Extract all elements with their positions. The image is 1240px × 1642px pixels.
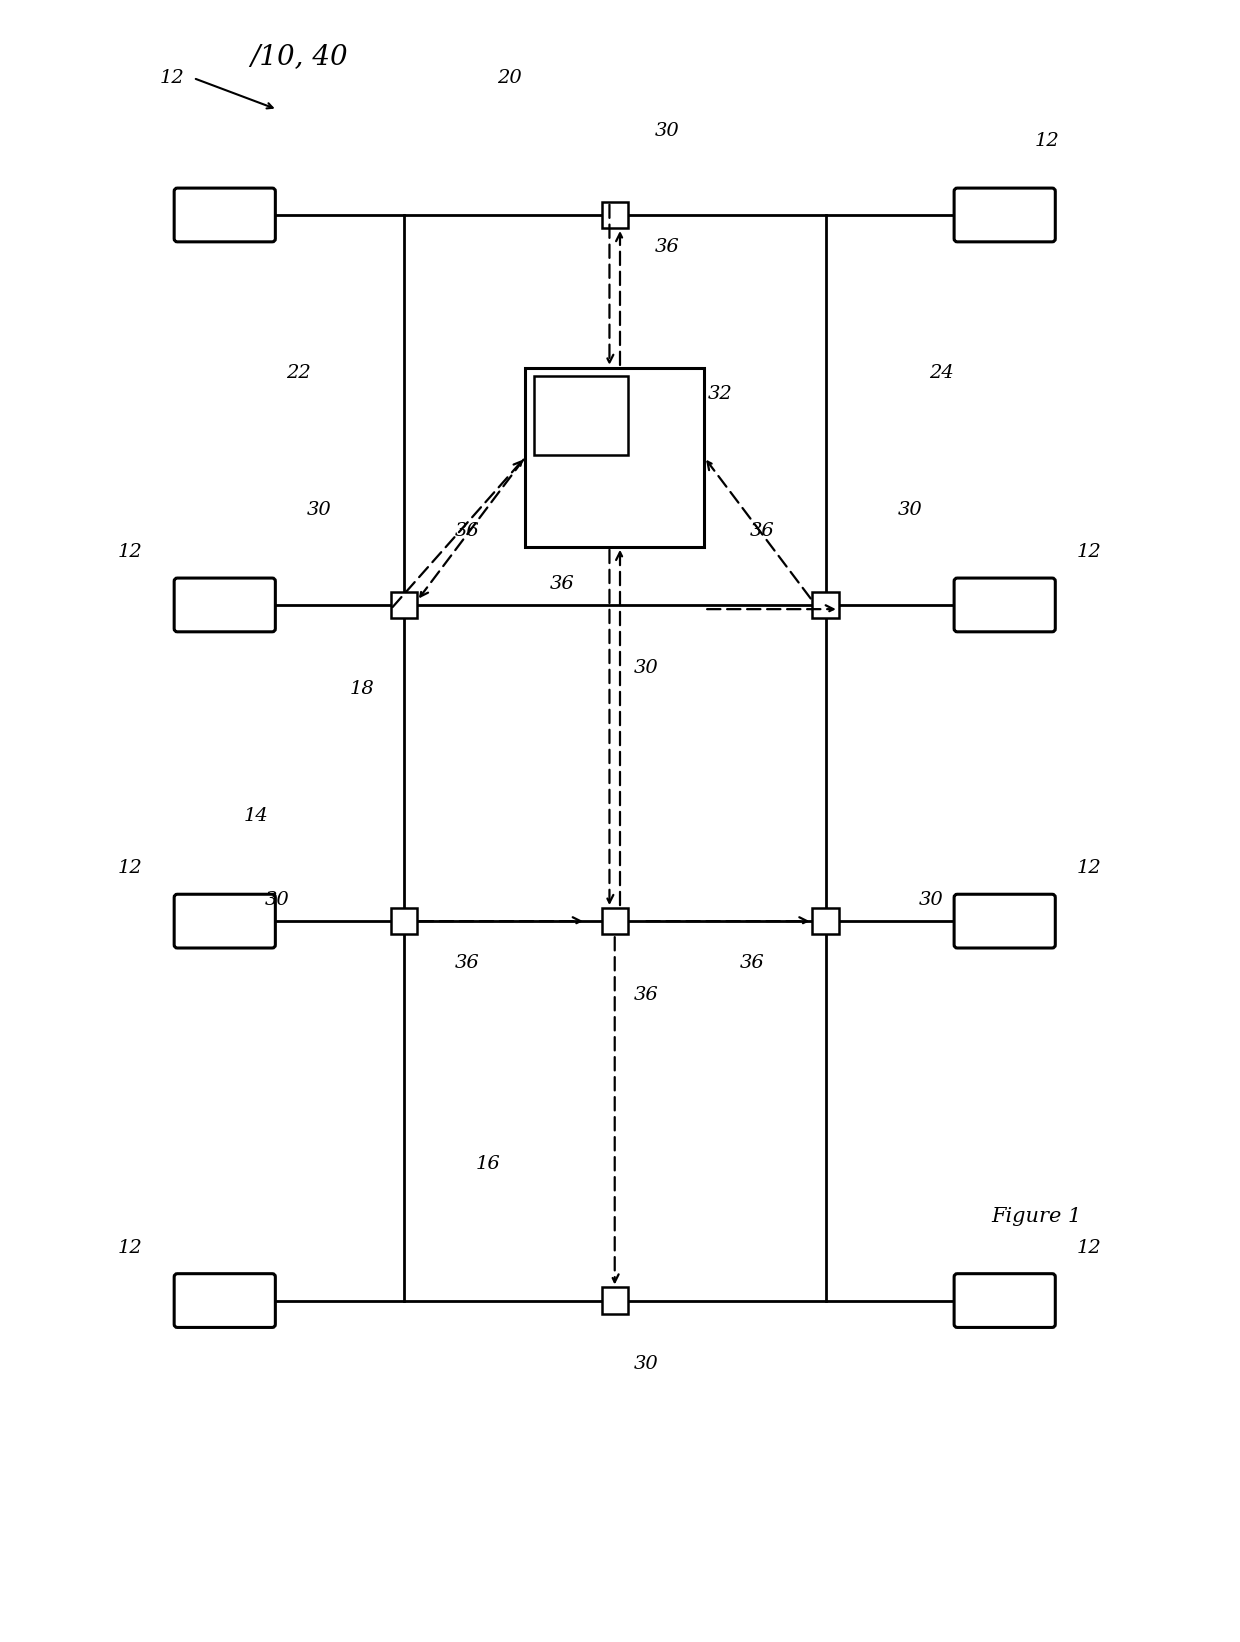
Text: 18: 18: [350, 680, 374, 698]
Text: 30: 30: [634, 1355, 658, 1373]
FancyBboxPatch shape: [174, 189, 275, 241]
FancyBboxPatch shape: [174, 1274, 275, 1327]
Bar: [601, 202, 627, 228]
Bar: [526, 368, 704, 547]
Text: 36: 36: [739, 954, 764, 972]
Text: 30: 30: [919, 892, 944, 910]
Text: 36: 36: [634, 985, 658, 1003]
Text: 30: 30: [898, 501, 923, 519]
Text: 12: 12: [1076, 1238, 1101, 1256]
Text: 36: 36: [549, 575, 574, 593]
FancyBboxPatch shape: [954, 1274, 1055, 1327]
Text: 12: 12: [1034, 133, 1059, 149]
FancyBboxPatch shape: [954, 895, 1055, 947]
Text: 36: 36: [750, 522, 775, 540]
Text: 12: 12: [118, 1238, 143, 1256]
Text: 34: 34: [549, 406, 574, 424]
Bar: [533, 376, 629, 455]
Text: 20: 20: [497, 69, 522, 87]
Text: 30: 30: [655, 122, 680, 140]
Text: Figure 1: Figure 1: [991, 1207, 1081, 1225]
Text: 12: 12: [1076, 859, 1101, 877]
Text: 12: 12: [1076, 544, 1101, 562]
Text: 24: 24: [929, 365, 954, 383]
Bar: [391, 908, 417, 934]
Text: 16: 16: [476, 1154, 501, 1172]
Text: /10, 40: /10, 40: [249, 43, 347, 71]
Bar: [601, 1287, 627, 1314]
Text: 36: 36: [455, 522, 480, 540]
Text: 30: 30: [308, 501, 332, 519]
FancyBboxPatch shape: [954, 189, 1055, 241]
Text: 12: 12: [118, 859, 143, 877]
Text: 30: 30: [634, 658, 658, 677]
Text: 36: 36: [455, 954, 480, 972]
Bar: [391, 591, 417, 617]
Text: 36: 36: [655, 238, 680, 256]
Text: 12: 12: [160, 69, 185, 87]
FancyBboxPatch shape: [954, 578, 1055, 632]
Text: 30: 30: [265, 892, 290, 910]
Text: 12: 12: [118, 544, 143, 562]
Text: 32: 32: [708, 386, 733, 404]
Bar: [812, 591, 838, 617]
Text: 14: 14: [244, 806, 269, 824]
FancyBboxPatch shape: [174, 578, 275, 632]
FancyBboxPatch shape: [174, 895, 275, 947]
Bar: [601, 908, 627, 934]
Bar: [812, 908, 838, 934]
Text: 22: 22: [286, 365, 311, 383]
